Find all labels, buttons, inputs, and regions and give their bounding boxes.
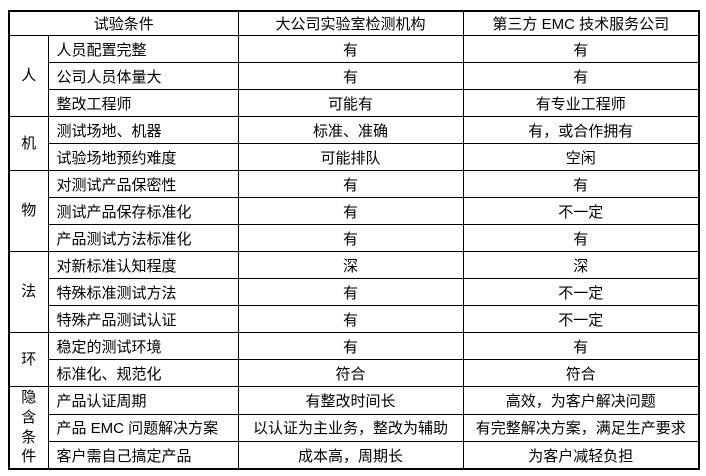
category-cell: 物 (8, 170, 49, 252)
lab-value-cell: 成本高，周期长 (237, 441, 464, 470)
table-row: 物对测试产品保密性有有 (8, 170, 700, 252)
table-row: 法对新标准认知程度深深 (8, 251, 700, 333)
comparison-table: 试验条件 大公司实验室检测机构 第三方 EMC 技术服务公司 人人员配置完整有有… (8, 10, 701, 471)
table-row: 特殊产品测试认证有不一定 (9, 305, 700, 333)
condition-cell: 标准化、规范化 (47, 359, 239, 387)
lab-value-cell: 有 (237, 278, 464, 306)
lab-value-cell: 有 (237, 170, 464, 198)
table-row: 隐 含 条 件产品认证周期 有整改时间长 高效，为客户解决问题 (8, 386, 700, 470)
condition-cell: 试验场地预约难度 (47, 143, 239, 171)
condition-cell: 对新标准认知程度 (47, 251, 239, 279)
table-body: 人人员配置完整有有公司人员体量大有有整改工程师 可能有 有专业工程师机测试场地、机器… (8, 35, 700, 470)
condition-cell: 产品 EMC 问题解决方案 (47, 413, 239, 443)
lab-value-cell: 符合 (237, 359, 464, 387)
third-party-value-cell: 有专业工程师 (462, 89, 700, 117)
third-party-value-cell: 有 (462, 62, 700, 90)
condition-cell: 测试产品保存标准化 (47, 197, 239, 225)
third-party-value-cell: 空闲 (462, 143, 700, 171)
lab-value-cell: 深 (237, 251, 464, 279)
category-cell: 法 (8, 251, 49, 333)
header-big-company-lab: 大公司实验室检测机构 (237, 10, 464, 36)
header-test-conditions: 试验条件 (8, 10, 239, 36)
table-row: 产品测试方法标准化有有 (9, 224, 700, 252)
condition-cell: 特殊产品测试认证 (47, 305, 239, 333)
category-cell: 机 (8, 116, 49, 171)
lab-value-cell: 有 (237, 305, 464, 333)
lab-value-cell: 有 (237, 224, 464, 252)
table-header-row: 试验条件 大公司实验室检测机构 第三方 EMC 技术服务公司 (8, 10, 700, 36)
third-party-value-cell: 高效，为客户解决问题 (462, 386, 700, 415)
table-row: 试验场地预约难度 可能排队 空闲 (9, 143, 700, 171)
lab-value-cell: 有 (237, 62, 464, 90)
condition-cell: 对测试产品保密性 (47, 170, 239, 198)
third-party-value-cell: 有 (462, 332, 700, 360)
condition-cell: 人员配置完整 (47, 35, 239, 63)
lab-value-cell: 有 (237, 197, 464, 225)
third-party-value-cell: 有，或合作拥有 (462, 116, 700, 144)
third-party-value-cell: 深 (462, 251, 700, 279)
table-row: 机测试场地、机器 标准、准确 有，或合作拥有 (8, 116, 700, 171)
third-party-value-cell: 不一定 (462, 305, 700, 333)
category-cell: 人 (8, 35, 49, 117)
header-third-party-emc: 第三方 EMC 技术服务公司 (462, 10, 700, 36)
category-cell: 环 (8, 332, 49, 387)
third-party-value-cell: 有 (462, 224, 700, 252)
third-party-value-cell: 有 (462, 35, 700, 63)
category-cell: 隐 含 条 件 (8, 386, 49, 470)
third-party-value-cell: 不一定 (462, 197, 700, 225)
lab-value-cell: 以认证为主业务，整改为辅助 (237, 413, 464, 443)
lab-value-cell: 有 (237, 332, 464, 360)
table-row: 测试产品保存标准化有不一定 (9, 197, 700, 225)
condition-cell: 整改工程师 (47, 89, 239, 117)
condition-cell: 特殊标准测试方法 (47, 278, 239, 306)
third-party-value-cell: 不一定 (462, 278, 700, 306)
condition-cell: 产品认证周期 (47, 386, 239, 415)
lab-value-cell: 可能有 (237, 89, 464, 117)
condition-cell: 稳定的测试环境 (47, 332, 239, 360)
table-row: 产品 EMC 问题解决方案 以认证为主业务，整改为辅助 有完整解决方案，满足生产要求 (9, 413, 700, 443)
condition-cell: 客户需自己搞定产品 (47, 441, 239, 470)
third-party-value-cell: 有 (462, 170, 700, 198)
lab-value-cell: 标准、准确 (237, 116, 464, 144)
table-row: 整改工程师 可能有 有专业工程师 (9, 89, 700, 117)
third-party-value-cell: 符合 (462, 359, 700, 387)
condition-cell: 产品测试方法标准化 (47, 224, 239, 252)
condition-cell: 公司人员体量大 (47, 62, 239, 90)
lab-value-cell: 可能排队 (237, 143, 464, 171)
lab-value-cell: 有整改时间长 (237, 386, 464, 415)
table-row: 人人员配置完整有有 (8, 35, 700, 117)
lab-value-cell: 有 (237, 35, 464, 63)
table-row: 标准化、规范化 符合 符合 (9, 359, 700, 387)
table-row: 客户需自己搞定产品 成本高，周期长 为客户减轻负担 (9, 441, 700, 470)
condition-cell: 测试场地、机器 (47, 116, 239, 144)
third-party-value-cell: 为客户减轻负担 (462, 441, 700, 470)
table-row: 环稳定的测试环境有有 (8, 332, 700, 387)
third-party-value-cell: 有完整解决方案，满足生产要求 (462, 413, 700, 443)
table-row: 公司人员体量大有有 (9, 62, 700, 90)
table-row: 特殊标准测试方法有不一定 (9, 278, 700, 306)
